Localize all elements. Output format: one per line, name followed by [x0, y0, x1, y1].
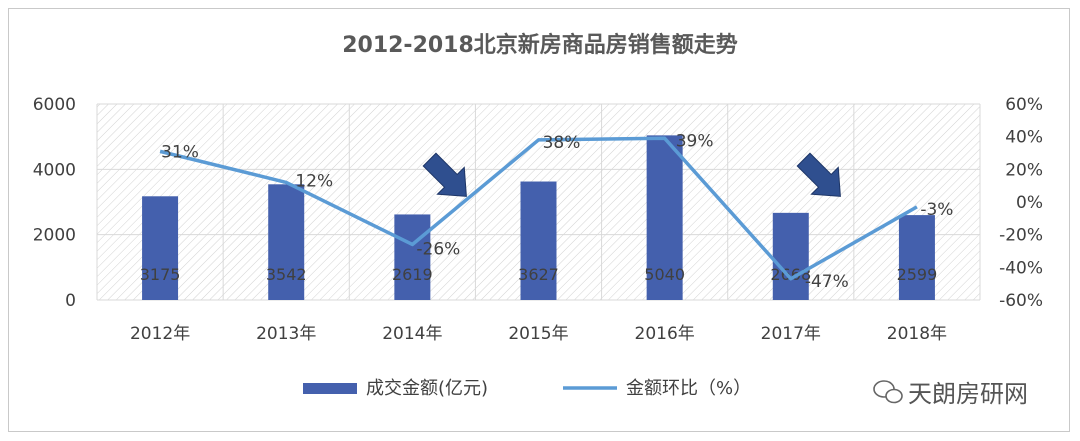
bar-2015年: [520, 181, 557, 300]
bar-series: [142, 135, 935, 300]
legend-label-bar: 成交金额(亿元): [366, 378, 488, 399]
chart-title: 2012-2018北京新房商品房销售额走势: [342, 32, 738, 58]
bar-value-labels: 3175 3542 2619 3627 5040 2668 2599: [140, 265, 938, 284]
y-right-tick-label: 40%: [1005, 128, 1043, 148]
line-value-label: 38%: [543, 133, 581, 153]
bar-2016年: [646, 135, 683, 300]
line-value-labels: 31% 12% -26% 38% 39% -47% -3%: [161, 131, 953, 291]
legend-label-line: 金额环比（%）: [626, 378, 751, 399]
line-path: [159, 136, 918, 281]
bar-2018年: [898, 215, 935, 300]
bar-value-label: 3175: [140, 265, 181, 284]
bar-2013年: [268, 184, 305, 300]
bar-value-label: 5040: [644, 265, 685, 284]
x-tick-label: 2016年: [635, 324, 695, 344]
y-right-tick-label: 0%: [1016, 193, 1043, 213]
bar-2014年: [394, 214, 431, 300]
watermark: 天朗房研网: [873, 380, 1028, 408]
annotation-arrow: [796, 152, 841, 197]
annotation-arrow: [422, 152, 467, 197]
x-axis: 2012年 2013年 2014年 2015年 2016年 2017年 2018年: [130, 324, 947, 344]
y-axis-right: -60% -40% -20% 0% 20% 40% 60%: [999, 95, 1043, 311]
y-left-tick-label: 6000: [33, 95, 76, 115]
legend: 成交金额(亿元) 金额环比（%）: [303, 378, 751, 399]
watermark-text: 天朗房研网: [908, 380, 1028, 408]
line-value-label: -47%: [805, 272, 849, 292]
x-tick-label: 2018年: [887, 324, 947, 344]
bar-2017年: [772, 212, 809, 300]
x-tick-label: 2017年: [761, 324, 821, 344]
annotation-arrows: [422, 152, 841, 197]
line-value-label: 12%: [295, 171, 333, 191]
x-tick-label: 2012年: [130, 324, 190, 344]
line-value-label: 39%: [676, 131, 714, 151]
y-right-tick-label: -40%: [999, 258, 1043, 278]
bar-value-label: 2599: [897, 265, 938, 284]
y-right-tick-label: 60%: [1005, 95, 1043, 115]
x-tick-label: 2015年: [508, 324, 568, 344]
x-tick-label: 2013年: [256, 324, 316, 344]
y-right-tick-label: -20%: [999, 226, 1043, 246]
line-value-label: 31%: [161, 142, 199, 162]
line-value-label: -26%: [416, 239, 460, 259]
y-left-tick-label: 0: [65, 291, 76, 311]
y-right-tick-label: 20%: [1005, 160, 1043, 180]
y-left-tick-label: 4000: [33, 160, 76, 180]
wechat-icon: [873, 380, 903, 404]
line-value-label: -3%: [920, 200, 953, 220]
y-right-tick-label: -60%: [999, 291, 1043, 311]
legend-swatch-bar: [303, 383, 357, 394]
bar-value-label: 2619: [392, 265, 433, 284]
y-left-tick-label: 2000: [33, 226, 76, 246]
line-series: [159, 136, 918, 281]
y-axis-left: 0 2000 4000 6000: [33, 95, 76, 311]
x-tick-label: 2014年: [382, 324, 442, 344]
bar-value-label: 3627: [518, 265, 559, 284]
bar-2012年: [142, 196, 179, 300]
bar-value-label: 3542: [266, 265, 307, 284]
